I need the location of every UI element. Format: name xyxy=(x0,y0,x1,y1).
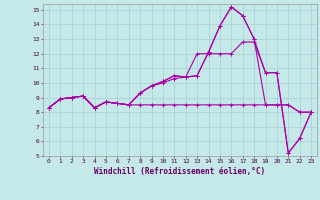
X-axis label: Windchill (Refroidissement éolien,°C): Windchill (Refroidissement éolien,°C) xyxy=(94,167,266,176)
